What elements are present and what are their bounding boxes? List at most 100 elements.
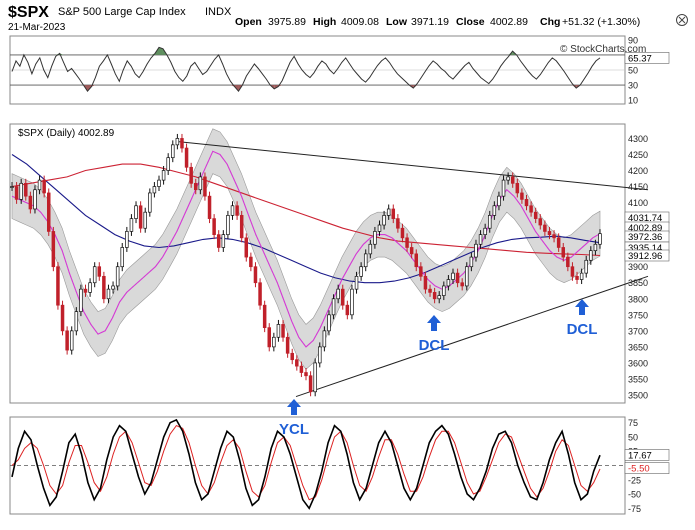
price-tick-label: 3500 (628, 391, 648, 401)
rsi-tick-label: 30 (628, 81, 638, 91)
cycle-low-annotation: DCL (419, 315, 449, 354)
price-bar (483, 223, 487, 240)
price-bar (272, 332, 276, 352)
price-bar (363, 249, 368, 272)
price-bar (281, 319, 285, 342)
price-bar (92, 262, 97, 288)
price-bar (589, 246, 593, 265)
price-bar (501, 175, 506, 201)
svg-text:-5.50: -5.50 (628, 464, 650, 475)
price-bar (19, 178, 23, 204)
price-bar (134, 201, 138, 224)
oscillator-panel: -75-50-25025507517.67-5.50 (10, 418, 670, 514)
price-bar (166, 153, 170, 175)
price-bar (488, 210, 492, 233)
exchange: INDX (205, 6, 232, 18)
price-bar (313, 358, 317, 397)
price-bar (189, 162, 193, 188)
price-bar (529, 201, 533, 217)
price-tick-label: 4150 (628, 182, 648, 192)
oscillator-tick-label: 50 (628, 433, 638, 443)
price-bar (336, 284, 340, 304)
price-bar (428, 284, 432, 297)
price-tick-label: 3600 (628, 358, 648, 368)
price-bar (331, 294, 336, 320)
chg-label: Chg (540, 16, 560, 28)
price-bar (474, 239, 478, 262)
price-bar (258, 278, 262, 310)
low-value: 3971.19 (411, 16, 449, 28)
price-bar (60, 300, 65, 336)
price-bar (575, 271, 579, 285)
price-bar (451, 268, 455, 285)
price-panel-frame (9, 123, 626, 404)
price-bar (230, 201, 235, 220)
price-bar (409, 242, 414, 259)
close-icon[interactable] (676, 14, 688, 26)
price-bar (138, 201, 143, 233)
price-bar (14, 182, 19, 204)
annotation-label: DCL (567, 321, 598, 338)
price-bar (276, 319, 281, 342)
mid-moving-average (11, 163, 601, 257)
price-bar (391, 204, 396, 224)
price-bar (400, 223, 405, 243)
price-bar (318, 342, 322, 368)
oscillator-tick-label: -75 (628, 504, 641, 514)
lower-trendline (295, 275, 649, 398)
price-bar (437, 291, 441, 304)
price-bar (175, 133, 180, 150)
price-tick-label: 3850 (628, 278, 648, 288)
price-bar (354, 271, 359, 294)
chart-header: $SPX S&P 500 Large Cap Index INDX 21-Mar… (8, 4, 688, 33)
price-bar (10, 182, 14, 192)
price-tick-label: 3700 (628, 326, 648, 336)
chg-value: +51.32 (+1.30%) (562, 16, 640, 28)
price-bar (143, 207, 147, 233)
price-bar (125, 226, 129, 252)
price-bar (465, 262, 469, 291)
price-bar (492, 201, 497, 220)
price-bar (51, 226, 56, 272)
price-bar (308, 371, 313, 397)
price-bar (520, 188, 524, 204)
price-bar (345, 300, 350, 320)
price-bar (543, 220, 547, 236)
open-value: 3975.89 (268, 16, 306, 28)
price-bar (111, 281, 115, 294)
price-bar (524, 194, 529, 211)
open-label: Open (235, 16, 262, 28)
price-bar (570, 262, 575, 281)
price-bar (65, 326, 69, 355)
upper-trendline (177, 141, 649, 191)
price-bar (386, 204, 391, 220)
svg-text:17.67: 17.67 (628, 450, 652, 461)
price-bar (244, 233, 249, 262)
price-bar (226, 210, 230, 240)
price-bar (184, 143, 189, 172)
price-bar (115, 262, 120, 291)
price-bar (157, 175, 161, 192)
price-bar (455, 268, 460, 288)
oscillator-signal-line (11, 424, 601, 501)
high-value: 4009.08 (341, 16, 379, 28)
oscillator-signal-value-tag: -5.50 (624, 462, 670, 475)
price-bar (327, 310, 331, 336)
svg-text:3935.14: 3935.14 (628, 243, 662, 254)
price-bar (37, 175, 42, 195)
cycle-low-annotation: DCL (567, 299, 598, 338)
oscillator-tick-label: -25 (628, 475, 641, 485)
arrow-up-icon (287, 399, 301, 415)
price-tick-label: 3550 (628, 374, 648, 384)
oscillator-tick-label: -50 (628, 490, 641, 500)
price-bar (129, 214, 134, 236)
price-legend: $SPX (Daily) 4002.89 (18, 128, 115, 139)
price-bar (497, 191, 501, 211)
price-bar (350, 284, 354, 320)
price-bar (285, 332, 290, 358)
price-bar (446, 275, 451, 291)
rsi-overbought-fill (508, 51, 513, 55)
price-bar (322, 326, 327, 352)
price-bar (368, 239, 373, 259)
price-bar (171, 140, 175, 163)
